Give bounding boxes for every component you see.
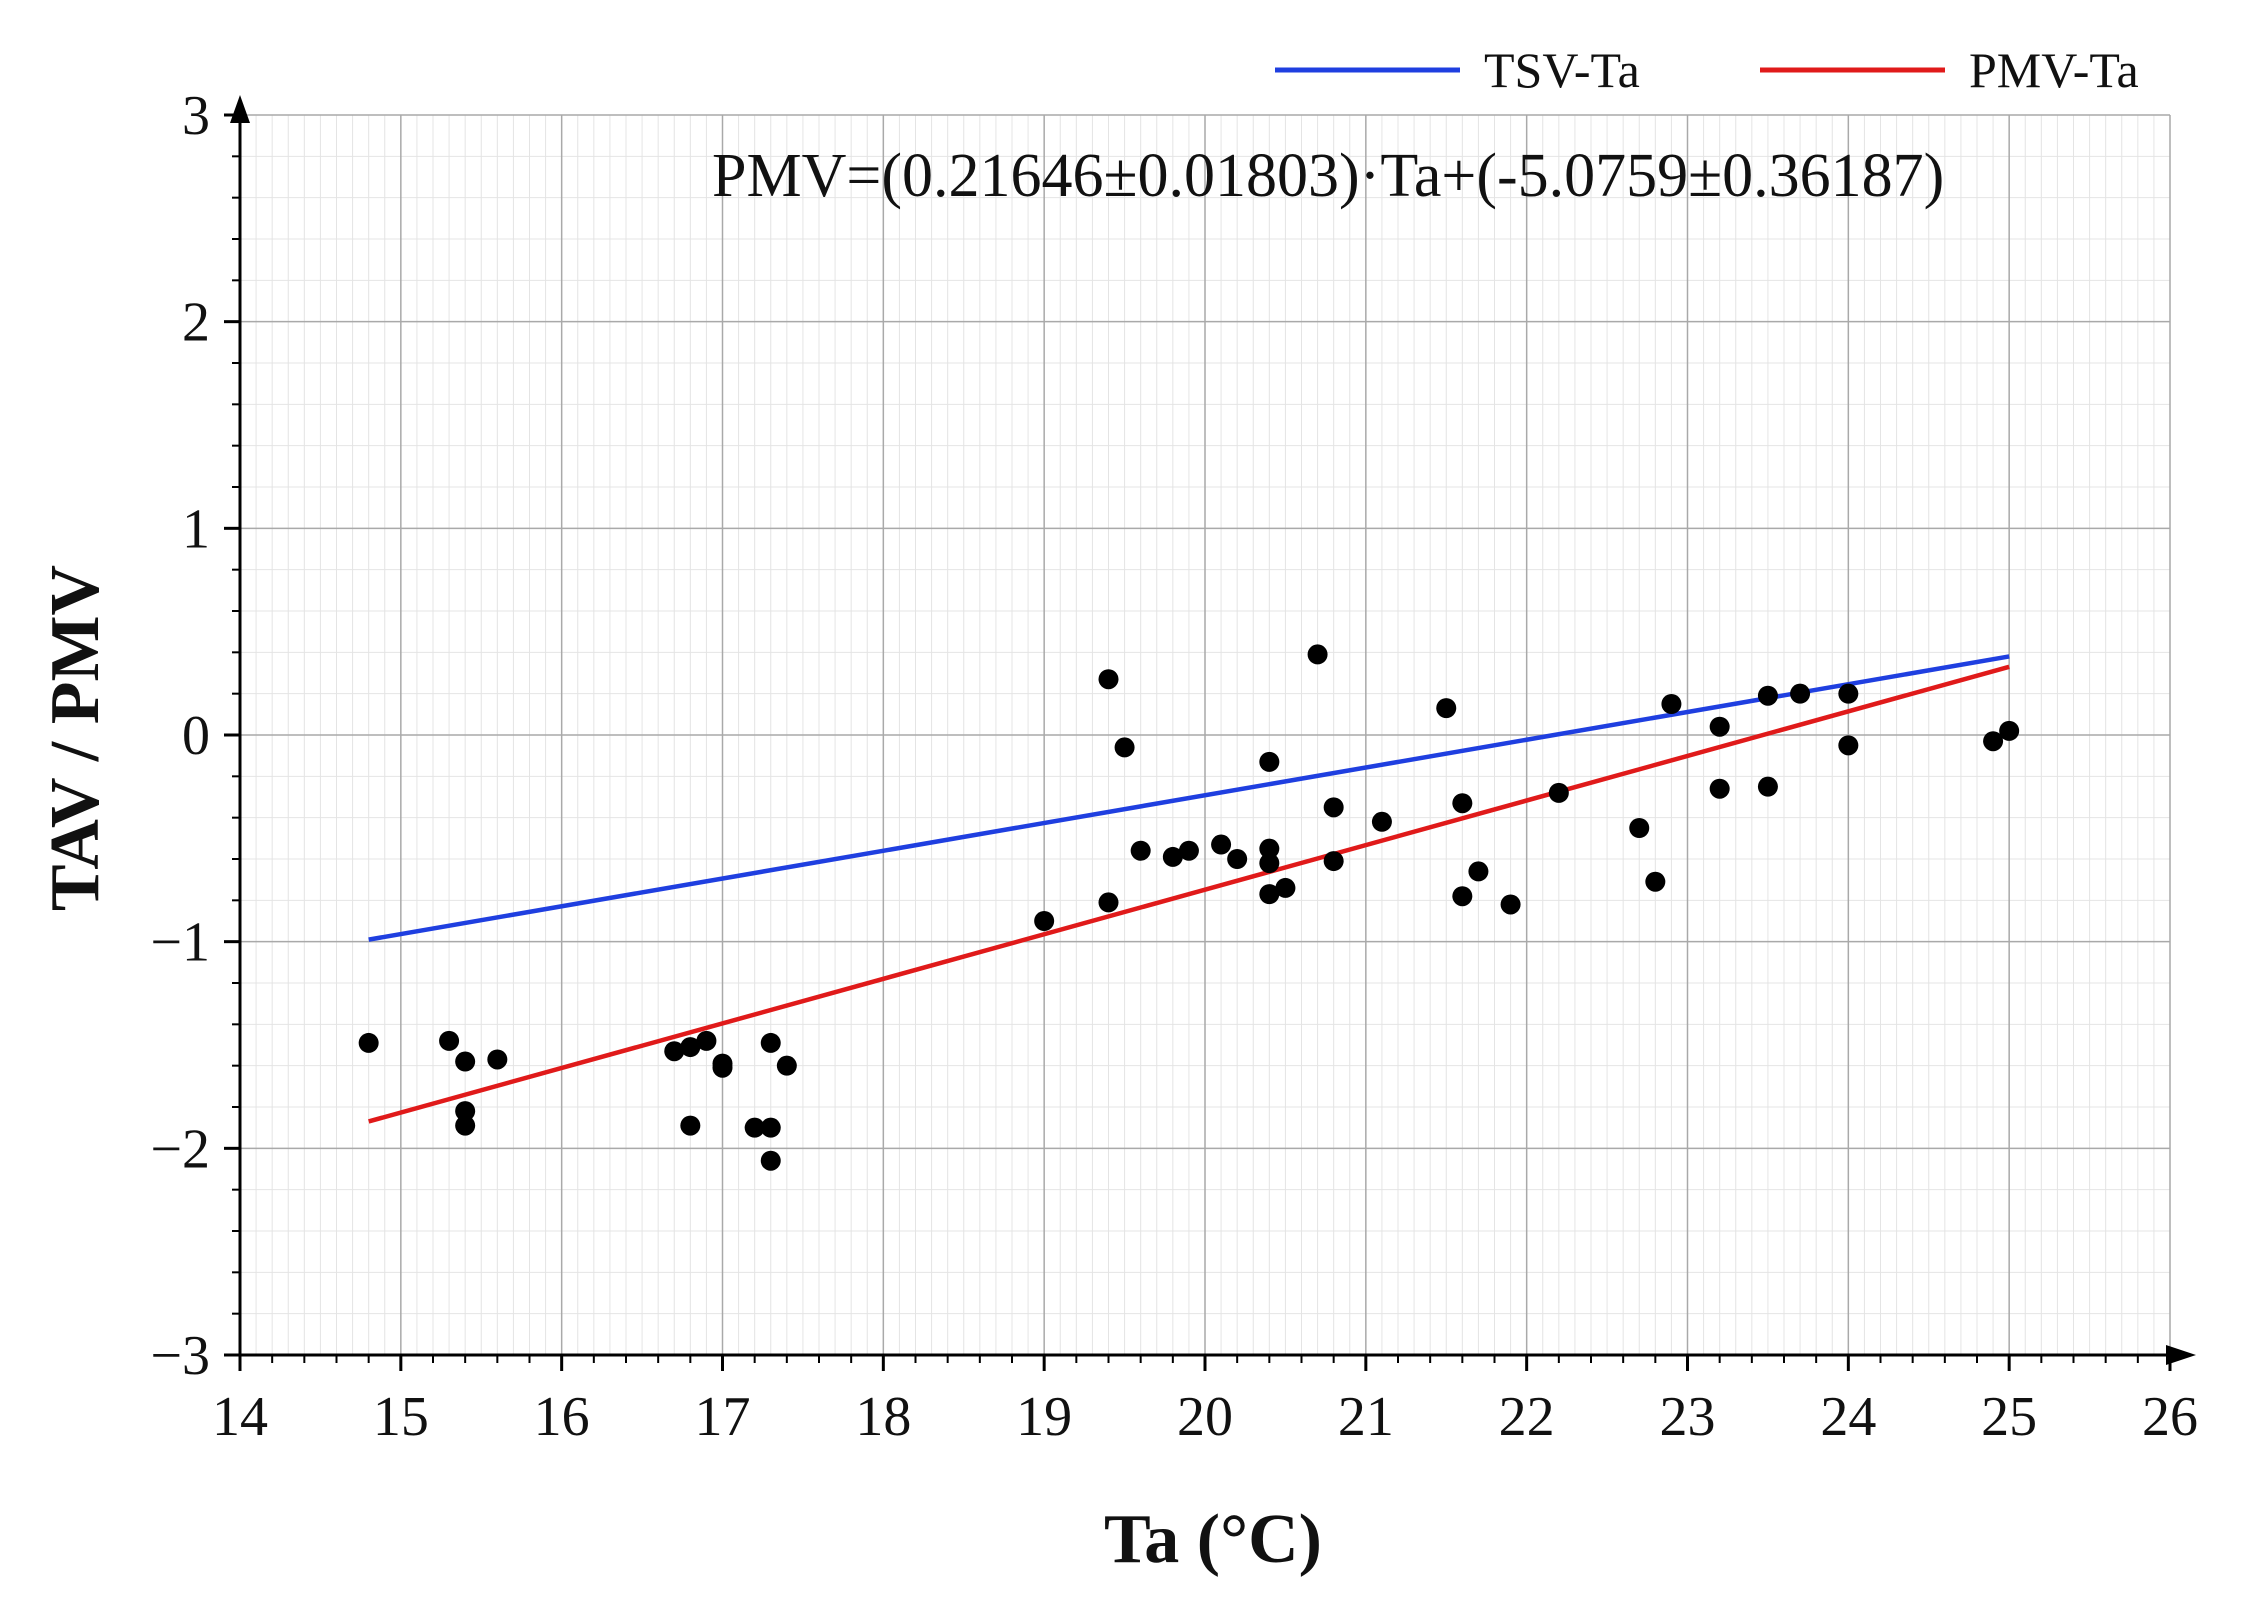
x-tick-label: 17 xyxy=(695,1386,751,1448)
data-point xyxy=(1098,669,1119,690)
x-tick-label: 26 xyxy=(2142,1386,2198,1448)
y-tick-label: 0 xyxy=(182,705,210,767)
fit-lines xyxy=(368,654,2010,1124)
data-point xyxy=(1661,694,1682,714)
x-axis-arrow xyxy=(2166,1345,2196,1365)
x-tick-label: 14 xyxy=(212,1386,268,1448)
data-point xyxy=(1838,683,1859,704)
data-point xyxy=(1275,877,1296,898)
data-point xyxy=(1323,851,1344,872)
data-point xyxy=(1307,644,1328,665)
legend-label-pmv: PMV-Ta xyxy=(1969,42,2139,98)
data-point xyxy=(1709,778,1730,799)
data-point xyxy=(455,1115,476,1136)
y-tick-label: −1 xyxy=(150,912,210,974)
x-tick-label: 22 xyxy=(1499,1386,1555,1448)
y-tick-label: −3 xyxy=(150,1325,210,1387)
x-axis-title: Ta (°C) xyxy=(1104,1501,1322,1578)
data-point xyxy=(487,1049,508,1070)
x-tick-label: 25 xyxy=(1981,1386,2037,1448)
data-point xyxy=(1983,731,2004,752)
data-point xyxy=(1645,871,1666,892)
data-point xyxy=(760,1032,781,1053)
data-point xyxy=(1211,834,1232,855)
data-point xyxy=(760,1150,781,1171)
data-point xyxy=(760,1117,781,1138)
data-point xyxy=(1259,751,1280,772)
x-tick-label: 15 xyxy=(373,1386,429,1448)
data-point xyxy=(1548,782,1569,803)
data-point xyxy=(1259,838,1280,859)
data-point xyxy=(1838,735,1859,756)
annotation-equation: PMV=(0.21646±0.01803)·Ta+(-5.0759±0.3618… xyxy=(712,142,1944,210)
x-tick-label: 23 xyxy=(1660,1386,1716,1448)
x-tick-label: 20 xyxy=(1177,1386,1233,1448)
data-point xyxy=(696,1030,717,1051)
data-point xyxy=(744,1117,765,1138)
data-point xyxy=(712,1057,733,1078)
data-point xyxy=(1757,776,1778,797)
data-point xyxy=(1259,884,1280,905)
data-point xyxy=(1452,793,1473,814)
data-point xyxy=(1468,861,1489,882)
data-point xyxy=(680,1037,701,1058)
legend-label-tsv: TSV-Ta xyxy=(1484,42,1640,98)
y-tick-label: 1 xyxy=(182,498,210,560)
x-tick-label: 18 xyxy=(855,1386,911,1448)
data-point xyxy=(455,1051,476,1072)
major-grid xyxy=(240,114,2171,1355)
data-point xyxy=(455,1101,476,1122)
x-tick-label: 24 xyxy=(1820,1386,1876,1448)
data-point xyxy=(1452,886,1473,907)
series-line-tsv-ta xyxy=(368,654,2010,942)
data-point xyxy=(1709,716,1730,737)
axes xyxy=(230,95,2196,1365)
y-tick-label: 3 xyxy=(182,85,210,147)
scatter-points xyxy=(358,644,2020,1171)
data-point xyxy=(1259,853,1280,874)
series-line-pmv-ta xyxy=(368,664,2010,1124)
data-point xyxy=(1130,840,1151,861)
data-point xyxy=(1999,720,2020,741)
data-point xyxy=(1098,892,1119,913)
y-axis-title: TAV / PMV xyxy=(37,565,114,911)
y-tick-label: −2 xyxy=(150,1118,210,1180)
y-axis-arrow xyxy=(230,95,250,123)
data-point xyxy=(1034,911,1055,931)
data-point xyxy=(1436,698,1457,719)
data-point xyxy=(1371,811,1392,832)
x-tick-label: 19 xyxy=(1016,1386,1072,1448)
data-point xyxy=(358,1032,379,1053)
data-point xyxy=(680,1115,701,1136)
data-point xyxy=(1790,683,1811,704)
tick-marks xyxy=(224,113,2172,1371)
data-point xyxy=(1162,846,1183,867)
data-point xyxy=(1178,840,1199,861)
data-point xyxy=(664,1041,685,1062)
x-tick-label: 21 xyxy=(1338,1386,1394,1448)
data-point xyxy=(1227,849,1248,869)
data-point xyxy=(1629,818,1650,838)
data-point xyxy=(1323,797,1344,818)
data-point xyxy=(1114,737,1135,758)
y-tick-label: 2 xyxy=(182,292,210,354)
legend: TSV-Ta PMV-Ta xyxy=(1275,42,2139,98)
data-point xyxy=(1500,894,1521,915)
data-point xyxy=(1757,685,1778,706)
data-point xyxy=(439,1030,460,1051)
data-point xyxy=(776,1055,797,1076)
x-tick-label: 16 xyxy=(534,1386,590,1448)
